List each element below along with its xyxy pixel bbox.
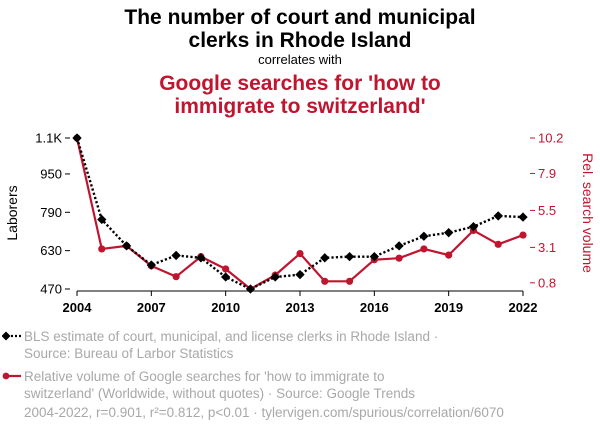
line-chart: 2004 2007 2010 2013 2016 2019 2022 470 630 790 950… (4, 131, 596, 316)
legend-text-searches-line-2: switzerland' (Worldwide, without quotes)… (24, 386, 416, 401)
left-tick-label-790: 790 (40, 205, 62, 220)
searches-point-2008 (172, 273, 180, 281)
clerks-point-2005 (97, 214, 107, 225)
clerks-point-2021 (493, 211, 503, 221)
x-tick-label-2013: 2013 (286, 300, 315, 315)
searches-point-2018 (420, 245, 428, 253)
left-tick-label-1.1K: 1.1K (35, 131, 62, 146)
clerks-point-2022 (518, 212, 528, 222)
chart-title-line-1: The number of court and municipal (124, 6, 476, 29)
x-tick-label-2019: 2019 (434, 300, 463, 315)
chart-headline: Google searches for 'how to immigrate to… (0, 72, 600, 118)
left-tick-label-470: 470 (40, 282, 62, 297)
searches-point-2019 (445, 251, 453, 259)
legend-text-clerks-line-1: BLS estimate of court, municipal, and li… (24, 329, 439, 344)
clerks-point-2006 (121, 241, 132, 251)
right-tick-label-7.9: 7.9 (538, 166, 556, 181)
right-tick-label-5.5: 5.5 (538, 203, 556, 218)
chart-subtitle: correlates with (258, 52, 342, 67)
right-axis-label: Rel. search volume (580, 153, 596, 273)
clerks-point-2019 (443, 228, 454, 238)
clerks-point-2017 (394, 241, 404, 251)
legend-text-searches-line-1: Relative volume of Google searches for '… (24, 369, 385, 384)
searches-point-2017 (395, 254, 403, 262)
clerks-point-2008 (171, 250, 181, 261)
x-tick-label-2022: 2022 (509, 300, 538, 315)
searches-point-2014 (321, 277, 329, 285)
series-searches-line (75, 137, 524, 291)
searches-point-2021 (494, 240, 502, 248)
legend-item-clerks: BLS estimate of court, municipal, and li… (2, 328, 438, 362)
chart-headline-line-2: immigrate to switzerland' (174, 95, 426, 118)
legend-item-searches: Relative volume of Google searches for '… (2, 368, 415, 402)
chart-title: The number of court and municipal clerks… (0, 6, 600, 52)
legend-swatch-clerks (2, 331, 21, 341)
footer-stats: 2004-2022, r=0.901, r²=0.812, p<0.01 · t… (24, 405, 504, 420)
searches-point-2015 (345, 277, 354, 285)
x-tick-label-2004: 2004 (63, 300, 93, 315)
clerks-point-2013 (295, 269, 305, 280)
x-tick-label-2016: 2016 (360, 300, 389, 315)
chart-title-line-2: clerks in Rhode Island (188, 29, 412, 52)
clerks-point-2015 (344, 251, 355, 262)
clerks-point-2004 (72, 133, 82, 143)
right-tick-label-3.1: 3.1 (538, 240, 556, 255)
x-tick-label-2010: 2010 (211, 300, 240, 315)
clerks-point-2018 (419, 231, 429, 241)
legend-swatch-searches (2, 372, 21, 380)
searches-point-2022 (519, 231, 527, 239)
left-tick-label-630: 630 (40, 243, 62, 258)
searches-point-2010 (222, 265, 230, 273)
x-tick-label-2007: 2007 (137, 300, 166, 315)
searches-point-2013 (296, 249, 304, 258)
right-tick-label-0.8: 0.8 (538, 275, 556, 290)
right-tick-label-10.2: 10.2 (538, 131, 563, 146)
series-clerks-line (75, 137, 524, 291)
left-axis-label: Laborers (4, 185, 20, 240)
legend-text-clerks-line-2: Source: Bureau of Larbor Statistics (24, 346, 234, 361)
searches-point-2005 (98, 245, 106, 253)
left-tick-label-950: 950 (40, 166, 62, 181)
chart-headline-line-1: Google searches for 'how to (159, 72, 441, 95)
